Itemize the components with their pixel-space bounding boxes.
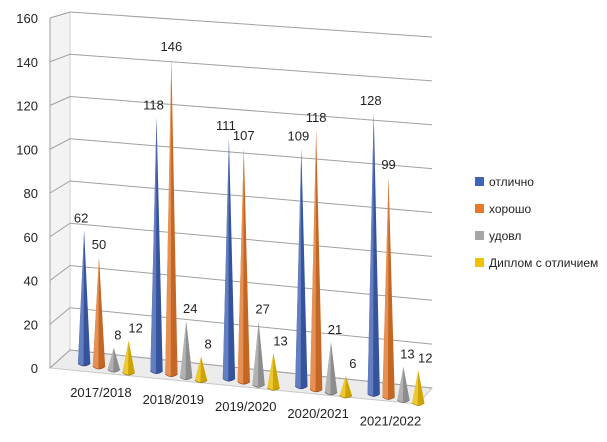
legend-label: хорошо [489, 202, 532, 216]
cone-base [382, 396, 395, 400]
data-label: 111 [216, 118, 236, 133]
cone-highlight [77, 230, 85, 367]
x-tick-label: 2018/2019 [143, 392, 204, 407]
data-label: 107 [233, 128, 255, 143]
cone-base [194, 380, 208, 384]
cone-highlight [412, 370, 419, 407]
legend-swatch [475, 231, 484, 240]
data-label: 50 [92, 237, 106, 252]
data-label: 146 [161, 39, 183, 54]
cone-highlight [310, 130, 317, 393]
y-tick-label: 20 [24, 317, 38, 332]
cone-base [397, 399, 410, 403]
cone-highlight [92, 257, 99, 370]
gridline [49, 138, 433, 170]
cone-highlight [339, 375, 346, 399]
cone-highlight [165, 58, 172, 378]
y-tick-label: 40 [24, 274, 38, 289]
data-label: 12 [418, 350, 432, 365]
cone-highlight [324, 341, 332, 396]
cone-highlight [222, 138, 229, 382]
cone-base [165, 373, 178, 377]
cone-base [122, 372, 136, 376]
data-label: 8 [114, 328, 121, 343]
cone-base [367, 393, 381, 397]
data-label: 128 [360, 93, 382, 108]
cone-highlight [267, 353, 274, 391]
y-tick-label: 80 [24, 186, 38, 201]
data-label: 99 [381, 157, 395, 172]
cone-highlight [194, 356, 202, 384]
y-tick-label: 160 [16, 11, 38, 26]
cone-base [267, 387, 280, 391]
gridline [49, 264, 433, 301]
gridline [49, 11, 433, 38]
cone-base [237, 381, 251, 385]
data-label: 24 [183, 301, 197, 316]
y-tick-label: 60 [24, 230, 38, 245]
x-tick-label: 2019/2020 [215, 399, 276, 414]
data-label: 8 [204, 337, 211, 352]
cone-base [339, 395, 353, 399]
gridline [49, 307, 433, 345]
cone-base [294, 386, 308, 390]
cone-base [107, 369, 121, 373]
cone-highlight [180, 320, 187, 381]
data-label: 6 [349, 356, 356, 371]
data-label: 109 [287, 128, 309, 143]
cone-base [150, 370, 163, 374]
cone-base [179, 376, 193, 380]
legend-swatch [475, 204, 484, 213]
cone-highlight [295, 148, 302, 390]
cone-highlight [150, 117, 157, 375]
cone-highlight [252, 321, 259, 388]
cone-base [252, 384, 265, 388]
data-label: 62 [74, 210, 88, 225]
x-tick-label: 2021/2022 [360, 413, 421, 428]
cone-highlight [382, 177, 389, 400]
left-wall [49, 11, 71, 370]
y-axis-ticks: 0 20 40 60 80 100 120 140 160 [16, 11, 38, 376]
y-tick-label: 0 [31, 361, 38, 376]
legend-label: отлично [489, 175, 534, 189]
cone-base [309, 389, 323, 393]
data-label: 12 [128, 321, 142, 336]
gridline [49, 95, 433, 126]
data-label: 118 [306, 110, 327, 125]
legend-label: удовл [489, 229, 521, 243]
data-cones [77, 58, 425, 407]
data-label: 118 [143, 98, 164, 113]
data-label: 27 [255, 302, 269, 317]
gridline [49, 53, 433, 82]
legend-swatch [475, 258, 484, 267]
gridline [49, 180, 433, 213]
cone-base [411, 402, 425, 406]
x-tick-label: 2017/2018 [70, 385, 131, 400]
cone-base [92, 366, 106, 370]
cone-highlight [397, 366, 404, 403]
cone-highlight [107, 347, 114, 373]
cone-highlight [367, 112, 374, 397]
cone-highlight [122, 340, 129, 376]
x-tick-label: 2020/2021 [287, 406, 348, 421]
y-tick-label: 140 [16, 55, 38, 70]
legend: отлично хорошо удовл Диплом с отличием [475, 175, 598, 270]
y-tick-label: 100 [16, 142, 38, 157]
data-label: 13 [400, 347, 414, 362]
cone-base [222, 378, 236, 382]
cone-base [77, 363, 91, 367]
data-label: 13 [273, 333, 287, 348]
gridline [49, 222, 433, 257]
cone-highlight [237, 148, 244, 385]
legend-label: Диплом с отличием [489, 256, 598, 270]
data-label: 21 [328, 322, 342, 337]
y-tick-label: 120 [16, 99, 38, 114]
legend-swatch [475, 177, 484, 186]
x-axis-ticks: 2017/2018 2018/2019 2019/2020 2020/2021 2021… [70, 385, 421, 428]
cone-base [324, 392, 338, 396]
